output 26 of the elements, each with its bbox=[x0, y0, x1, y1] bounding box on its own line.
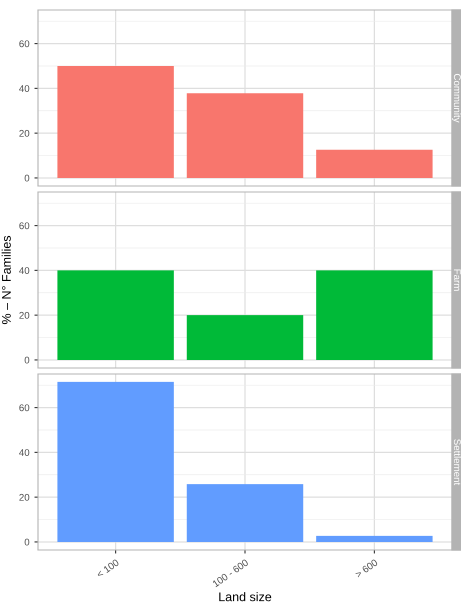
bar bbox=[57, 382, 174, 542]
x-tick-label: < 100 bbox=[96, 558, 120, 578]
bar bbox=[57, 66, 174, 178]
y-tick-label: 20 bbox=[19, 494, 30, 501]
y-tick-label: 60 bbox=[19, 222, 30, 230]
y-tick-label: 40 bbox=[19, 85, 30, 92]
bar bbox=[186, 93, 304, 178]
y-tick-label: 40 bbox=[19, 449, 30, 456]
bar bbox=[316, 536, 433, 542]
x-tick-label: 100 - 600 bbox=[212, 558, 249, 588]
y-tick-label: 60 bbox=[19, 40, 30, 48]
y-tick-label: 0 bbox=[24, 356, 30, 364]
text: Community bbox=[452, 74, 461, 123]
y-tick-label: 20 bbox=[19, 130, 30, 137]
y-tick-label: 60 bbox=[19, 404, 30, 412]
y-tick-label: 0 bbox=[24, 174, 30, 182]
y-tick-label: 40 bbox=[19, 267, 30, 274]
y-axis-title: % – N° Families bbox=[2, 236, 11, 324]
bar bbox=[316, 150, 433, 178]
text: Settlement bbox=[454, 439, 461, 486]
text: Farm bbox=[454, 269, 461, 291]
x-tick-label: > 600 bbox=[354, 558, 378, 578]
bar bbox=[186, 484, 304, 542]
y-tick-label: 0 bbox=[24, 538, 30, 546]
x-axis-title: Land size bbox=[219, 592, 272, 602]
y-tick-label: 20 bbox=[19, 312, 30, 319]
